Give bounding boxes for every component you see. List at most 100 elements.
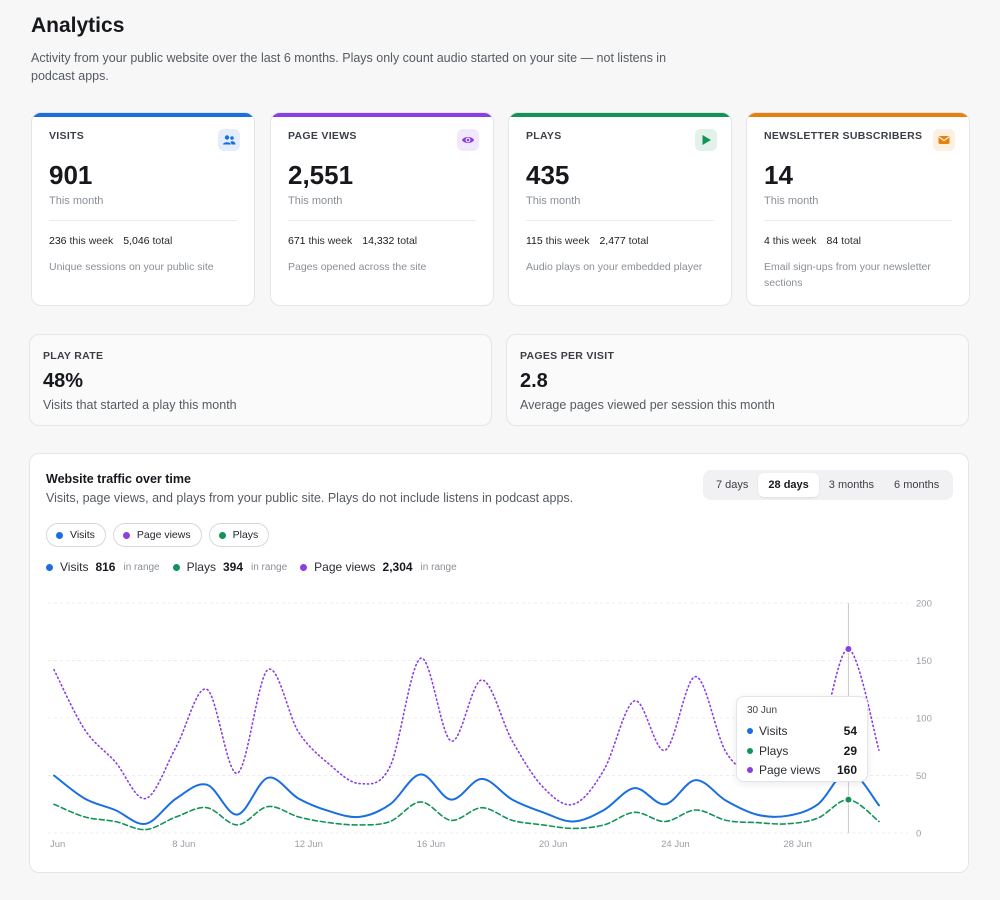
visits-dot-icon	[747, 728, 753, 734]
toggle-page-views[interactable]: Page views	[112, 523, 202, 547]
summary-page-views: Page views 2,304 in range	[300, 560, 457, 574]
stat-label: PLAYS	[526, 130, 562, 142]
series-line-plays	[53, 798, 880, 831]
plays-dot-icon	[172, 563, 180, 571]
toggle-label: Page views	[136, 529, 191, 541]
summary-name: Page views	[314, 560, 376, 574]
week-label: this week	[545, 235, 590, 247]
traffic-chart-card: 0 50 100 150 200 Jun 8 Jun 12 Jun 16 Jun 20 Jun 24…	[29, 453, 969, 873]
stat-label: PAGE VIEWS	[288, 130, 357, 142]
metric-value: 48%	[43, 370, 84, 392]
tooltip-value: 29	[843, 744, 857, 758]
stat-value: 901	[49, 160, 93, 190]
x-tick-label: 16 Jun	[417, 839, 446, 850]
metric-card-play-rate: PLAY RATE 48% Visits that started a play…	[29, 334, 492, 426]
week-count: 671	[288, 235, 306, 247]
x-tick-label: 28 Jun	[783, 839, 812, 850]
week-label: this week	[308, 235, 353, 247]
x-tick-label: Jun	[50, 839, 65, 850]
metric-description: Visits that started a play this month	[43, 398, 237, 412]
visits-dot-icon	[46, 563, 53, 571]
stat-card-visits: VISITS 901 This month 236 this week 5,046…	[31, 112, 255, 306]
chart-subtitle: Visits, page views, and plays from your …	[46, 491, 574, 505]
page-subtitle: Activity from your public website over t…	[31, 51, 667, 83]
total-count: 2,477	[599, 235, 626, 247]
y-tick-label: 50	[916, 771, 927, 782]
divider	[764, 220, 952, 221]
stat-label: VISITS	[49, 130, 85, 142]
stat-period: This month	[49, 195, 104, 207]
mail-icon	[933, 129, 955, 151]
page-views-dot-icon	[122, 531, 130, 539]
stat-value: 14	[764, 160, 793, 190]
stat-period: This month	[288, 195, 343, 207]
tooltip-series: Visits	[759, 724, 788, 738]
eye-icon	[457, 129, 479, 151]
metric-label: PAGES PER VISIT	[520, 350, 615, 362]
stat-value: 2,551	[288, 160, 354, 190]
page-views-dot-icon	[747, 767, 753, 773]
total-label: total	[628, 235, 649, 247]
toggle-plays[interactable]: Plays	[208, 523, 270, 547]
range-tab-7-days[interactable]: 7 days	[716, 479, 749, 491]
toggle-label: Visits	[70, 529, 95, 541]
highlight-point-page-views	[844, 645, 853, 653]
summary-tag: in range	[123, 561, 160, 573]
stat-description: Audio plays on your embedded player	[526, 261, 703, 273]
x-tick-label: 8 Jun	[172, 839, 195, 850]
summary-name: Plays	[186, 560, 216, 574]
x-tick-label: 12 Jun	[294, 839, 323, 850]
week-label: this week	[772, 235, 817, 247]
chart-title: Website traffic over time	[46, 472, 191, 486]
range-tab-3-months[interactable]: 3 months	[828, 479, 875, 491]
stat-breakdown: 4 this week 84 total	[764, 235, 861, 247]
y-tick-label: 200	[916, 599, 932, 610]
stat-period: This month	[764, 195, 819, 207]
highlight-point-plays	[844, 795, 853, 804]
range-tab-6-months[interactable]: 6 months	[894, 479, 940, 491]
plays-dot-icon	[218, 531, 226, 539]
divider	[288, 220, 476, 221]
week-label: this week	[69, 235, 114, 247]
week-count: 236	[49, 235, 67, 247]
traffic-line-chart: 0 50 100 150 200 Jun 8 Jun 12 Jun 16 Jun 20 Jun 24…	[48, 599, 932, 850]
chart-tooltip: 30 Jun Visits 54 Plays 29 Page views 160	[736, 696, 868, 782]
accent-bar	[32, 113, 254, 117]
metric-description: Average pages viewed per session this mo…	[520, 398, 775, 412]
tooltip-series: Plays	[759, 744, 789, 758]
stat-value: 435	[526, 160, 570, 190]
total-count: 5,046	[123, 235, 150, 247]
summary-value: 394	[222, 560, 243, 574]
x-tick-label: 20 Jun	[539, 839, 568, 850]
tooltip-row-page-views: Page views 160	[747, 763, 857, 777]
range-selector: 7 days 28 days 3 months 6 months	[703, 470, 953, 500]
total-label: total	[841, 235, 862, 247]
total-label: total	[152, 235, 173, 247]
stat-card-plays: PLAYS 435 This month 115 this week 2,477 …	[508, 112, 732, 306]
tooltip-series: Page views	[759, 763, 821, 777]
page-views-dot-icon	[300, 563, 308, 571]
page-title: Analytics	[31, 14, 125, 37]
stat-period: This month	[526, 195, 581, 207]
x-tick-label: 24 Jun	[661, 839, 690, 850]
toggle-visits[interactable]: Visits	[46, 523, 106, 547]
series-line-visits	[53, 769, 880, 825]
users-icon	[218, 129, 240, 151]
stat-breakdown: 115 this week 2,477 total	[526, 235, 649, 247]
tooltip-date: 30 Jun	[747, 705, 778, 716]
tooltip-value: 160	[836, 763, 857, 777]
tooltip-row-visits: Visits 54	[747, 724, 857, 738]
play-icon	[695, 129, 717, 151]
divider	[526, 220, 714, 221]
series-toggles: Visits Page views Plays	[46, 523, 270, 547]
summary-name: Visits	[60, 560, 89, 574]
tooltip-value: 54	[843, 724, 857, 738]
stat-description: Email sign-ups from your newsletter sect…	[764, 261, 931, 289]
range-tab-28-days[interactable]: 28 days	[758, 473, 819, 497]
stat-description: Pages opened across the site	[288, 261, 427, 273]
visits-dot-icon	[56, 531, 63, 539]
summary-tag: in range	[420, 561, 457, 573]
stat-breakdown: 671 this week 14,332 total	[288, 235, 417, 247]
summary-tag: in range	[251, 561, 288, 573]
